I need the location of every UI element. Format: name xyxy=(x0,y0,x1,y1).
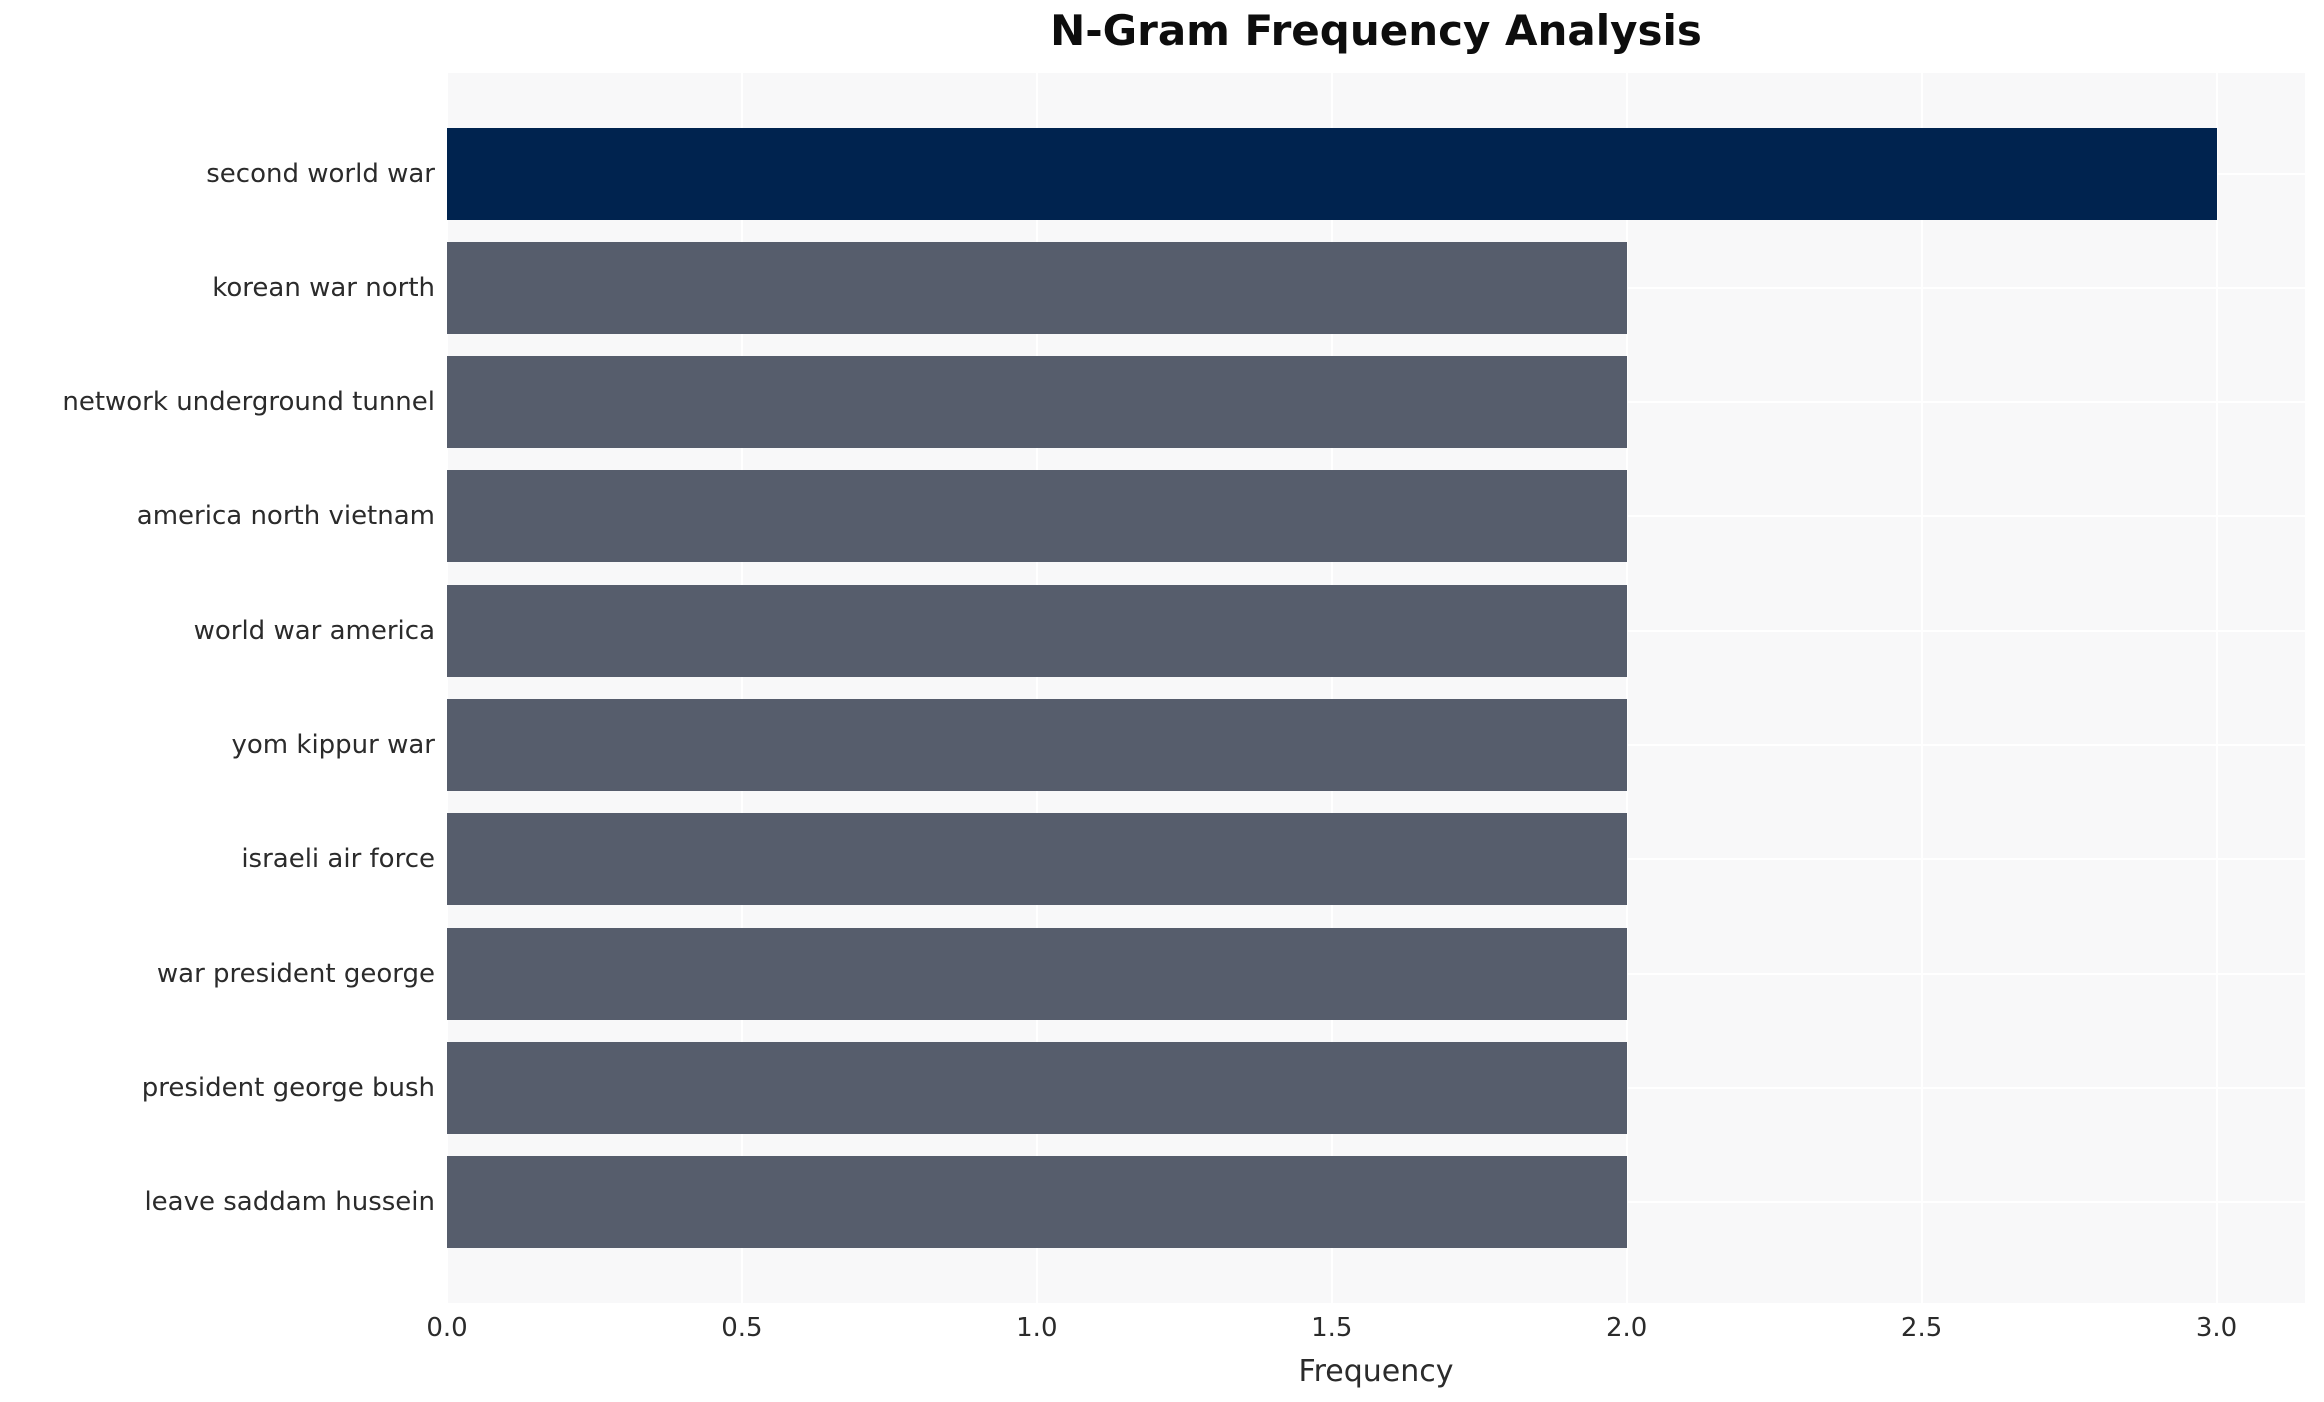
gridline-vertical xyxy=(1625,73,1628,1303)
bar-network-underground-tunnel xyxy=(447,356,1627,449)
x-axis-tick-label: 0.5 xyxy=(721,1313,763,1343)
plot-area xyxy=(446,73,2305,1303)
bar-israeli-air-force xyxy=(447,813,1627,906)
y-axis-label: war president george xyxy=(156,958,435,989)
y-axis-label: leave saddam hussein xyxy=(144,1187,435,1218)
gridline-vertical xyxy=(1035,73,1038,1303)
gridline-vertical xyxy=(1330,73,1333,1303)
x-axis-tick-label: 3.0 xyxy=(2195,1313,2238,1343)
gridline-vertical xyxy=(2215,73,2218,1303)
y-axis-label: world war america xyxy=(193,615,435,646)
y-axis-label: israeli air force xyxy=(241,844,435,875)
bar-president-george-bush xyxy=(447,1042,1627,1135)
x-axis-tick-label: 2.0 xyxy=(1605,1313,1648,1343)
bar-war-president-george xyxy=(447,927,1627,1020)
x-axis-tick-label: 1.5 xyxy=(1311,1313,1353,1343)
gridline-vertical xyxy=(1920,73,1923,1303)
x-axis-title: Frequency xyxy=(1298,1354,1454,1389)
x-axis-tick-label: 1.0 xyxy=(1016,1313,1058,1343)
y-axis-label: yom kippur war xyxy=(231,730,436,761)
y-axis-label: second world war xyxy=(206,158,435,189)
x-axis-tick-label: 2.5 xyxy=(1900,1313,1943,1343)
bar-second-world-war xyxy=(447,127,2217,220)
gridline-vertical xyxy=(446,73,448,1303)
bar-leave-saddam-hussein xyxy=(447,1156,1627,1249)
y-axis-label: korean war north xyxy=(212,272,435,303)
bar-world-war-america xyxy=(447,584,1627,677)
y-axis-label: president george bush xyxy=(141,1073,435,1104)
bar-yom-kippur-war xyxy=(447,699,1627,792)
y-axis-label: america north vietnam xyxy=(136,501,435,532)
gridline-vertical xyxy=(740,73,743,1303)
x-axis-tick-label: 0.0 xyxy=(426,1313,468,1343)
bar-korean-war-north xyxy=(447,241,1627,334)
bar-america-north-vietnam xyxy=(447,470,1627,563)
y-axis-label: network underground tunnel xyxy=(62,387,435,418)
chart-title: N-Gram Frequency Analysis xyxy=(1050,6,1702,55)
